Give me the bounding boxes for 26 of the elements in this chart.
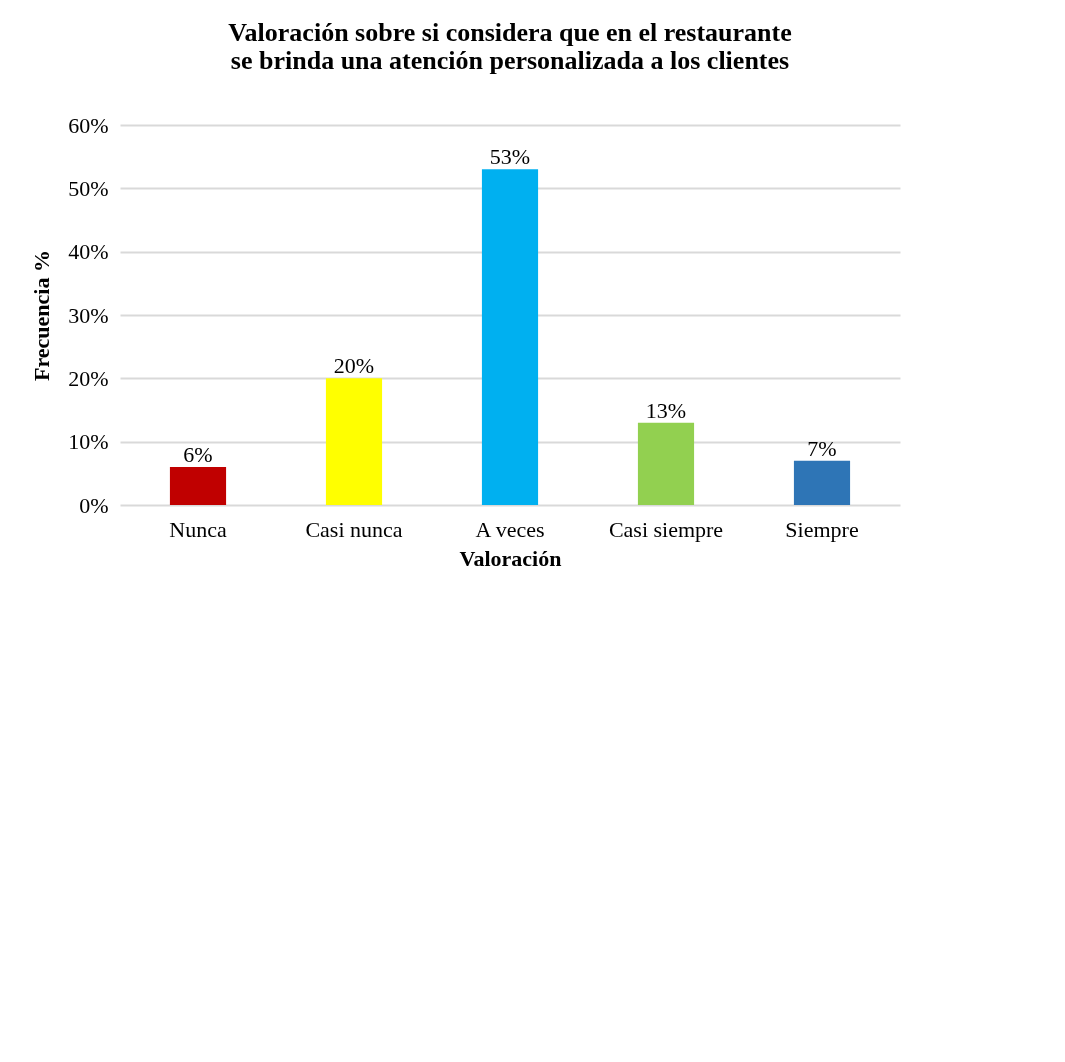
text: se brinda una atención personalizada a los clientes [230,46,790,75]
bar [481,169,539,505]
x-tick-label: Nunca [169,516,227,542]
y-tick-label: 20% [68,365,109,391]
data-label: 6% [183,442,213,467]
bar [637,422,695,505]
text: Valoración sobre si considera que en el restaurante [228,18,792,47]
y-tick-label: 50% [68,175,109,201]
data-label: 53% [489,144,531,170]
x-axis-title: Valoración [459,545,562,571]
x-tick-label: Casi nunca [305,516,403,542]
data-label: 20% [333,353,375,379]
x-tick-label: A veces [475,516,545,542]
y-tick-label: 10% [68,429,109,455]
x-tick-label: Siempre [785,516,859,542]
y-tick-label: 30% [68,302,109,328]
bar [169,467,227,505]
y-tick-label: 40% [68,239,109,265]
y-tick-label: 0% [79,492,109,518]
data-label: 7% [807,435,837,461]
bar [325,378,383,505]
x-tick-label: Casi siempre [608,516,724,542]
y-tick-label: 60% [68,112,109,138]
bar [793,460,851,505]
y-axis-title: Frecuencia % [29,250,55,381]
data-label: 13% [645,397,687,423]
